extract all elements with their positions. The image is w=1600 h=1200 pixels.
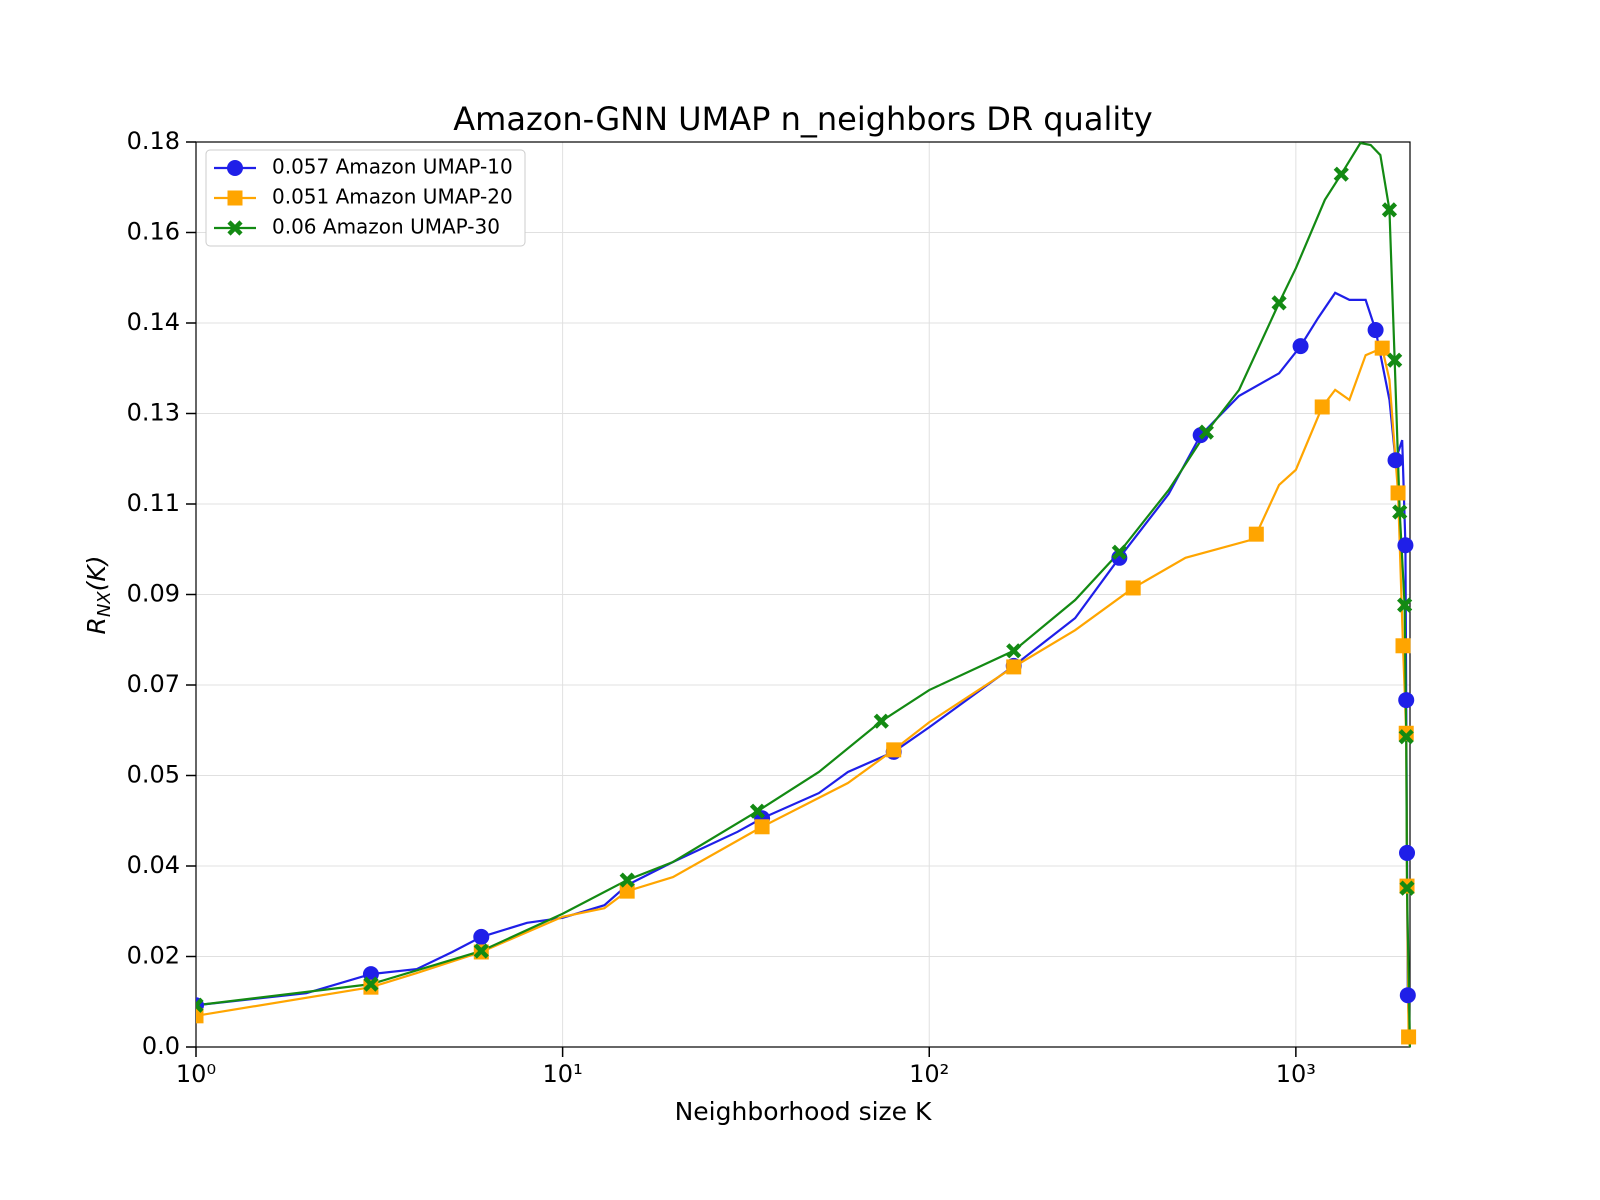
x-tick-label: 10³ <box>1276 1060 1316 1088</box>
series-line <box>196 346 1412 1048</box>
y-tick-label: 0.18 <box>127 127 180 155</box>
marker <box>473 928 490 945</box>
y-tick-label: 0.0 <box>142 1032 180 1060</box>
y-tick-label: 0.14 <box>127 308 180 336</box>
legend-label: 0.057 Amazon UMAP-10 <box>272 155 513 179</box>
marker <box>749 803 766 819</box>
y-tick-label: 0.02 <box>127 942 180 970</box>
marker <box>1006 643 1022 659</box>
chart-title: Amazon-GNN UMAP n_neighbors DR quality <box>453 100 1152 138</box>
marker <box>1271 295 1287 311</box>
plot-area <box>196 141 1417 1048</box>
y-label-sub: NX <box>94 591 115 617</box>
y-axis-label: RNX(K) <box>82 555 115 634</box>
x-tick-label: 10⁰ <box>176 1060 216 1088</box>
marker <box>1387 352 1403 368</box>
legend-label: 0.06 Amazon UMAP-30 <box>272 215 500 239</box>
marker <box>619 872 635 888</box>
legend-marker <box>227 220 243 236</box>
marker <box>1367 322 1384 339</box>
marker <box>1397 597 1413 613</box>
series-line <box>196 141 1412 1048</box>
marker <box>1401 1029 1417 1045</box>
marker <box>1111 544 1127 560</box>
marker <box>1381 202 1398 218</box>
y-label-main: R <box>82 617 111 634</box>
marker <box>1392 504 1408 520</box>
y-tick-label: 0.16 <box>127 218 180 246</box>
y-tick-label: 0.09 <box>127 580 180 608</box>
legend-label: 0.051 Amazon UMAP-20 <box>272 185 513 209</box>
y-tick-label: 0.05 <box>127 761 180 789</box>
x-axis-label: Neighborhood size K <box>675 1097 932 1126</box>
y-tick-label: 0.13 <box>127 399 180 427</box>
marker <box>1399 987 1416 1004</box>
marker <box>873 713 889 729</box>
y-tick-label: 0.11 <box>127 489 180 517</box>
marker <box>1374 340 1390 356</box>
marker <box>886 742 902 758</box>
legend-marker <box>227 160 243 176</box>
legend-box <box>205 149 526 247</box>
x-tick-label: 10¹ <box>543 1060 583 1088</box>
x-tick-label: 10² <box>909 1060 949 1088</box>
plot-frame <box>195 141 1411 1048</box>
marker <box>1292 338 1309 355</box>
marker <box>1006 659 1022 675</box>
marker <box>1314 399 1330 415</box>
marker <box>1248 526 1264 542</box>
y-label-rest: (K) <box>82 555 111 591</box>
marker <box>1390 485 1406 501</box>
marker <box>1387 452 1404 469</box>
marker <box>754 819 770 835</box>
marker <box>1333 166 1349 182</box>
marker <box>363 976 379 992</box>
marker <box>196 997 204 1013</box>
marker <box>1198 424 1214 440</box>
marker <box>1399 880 1415 896</box>
marker <box>1398 729 1414 745</box>
marker <box>619 883 635 899</box>
marker <box>1397 537 1414 554</box>
marker <box>196 1008 204 1024</box>
marker <box>1125 580 1141 596</box>
y-tick-label: 0.07 <box>127 670 180 698</box>
marker <box>473 943 489 959</box>
marker <box>1395 638 1411 654</box>
marker <box>1399 844 1416 861</box>
marker <box>1398 692 1415 709</box>
legend-marker <box>227 190 243 206</box>
marker <box>1398 725 1414 741</box>
y-tick-label: 0.04 <box>127 851 180 879</box>
